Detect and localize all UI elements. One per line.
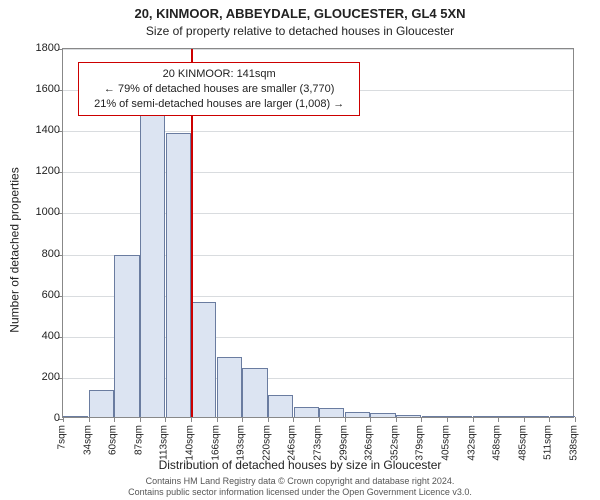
- ytick-label: 1600: [0, 83, 60, 95]
- xtick-mark: [498, 417, 499, 422]
- annotation-line3: 21% of semi-detached houses are larger (…: [87, 97, 351, 112]
- xtick-mark: [549, 417, 550, 422]
- histogram-bar: [473, 416, 498, 417]
- xtick-label: 220sqm: [261, 425, 272, 461]
- ytick-label: 1200: [0, 165, 60, 177]
- histogram-bar: [217, 357, 242, 417]
- ytick-label: 800: [0, 248, 60, 260]
- xtick-mark: [114, 417, 115, 422]
- xtick-label: 273sqm: [313, 425, 324, 461]
- xtick-label: 7sqm: [57, 425, 68, 449]
- xtick-mark: [217, 417, 218, 422]
- histogram-bar: [370, 413, 395, 417]
- xtick-mark: [345, 417, 346, 422]
- histogram-bar: [268, 395, 293, 417]
- xtick-label: 34sqm: [82, 425, 93, 455]
- ytick-label: 1800: [0, 42, 60, 54]
- annotation-line2: ← 79% of detached houses are smaller (3,…: [87, 82, 351, 97]
- histogram-bar: [524, 416, 549, 417]
- x-axis-label: Distribution of detached houses by size …: [0, 458, 600, 472]
- annotation-line1: 20 KINMOOR: 141sqm: [87, 67, 351, 82]
- histogram-bar: [319, 408, 344, 417]
- histogram-bar: [242, 368, 267, 417]
- ytick-label: 1000: [0, 206, 60, 218]
- footer-credits: Contains HM Land Registry data © Crown c…: [0, 476, 600, 498]
- xtick-mark: [165, 417, 166, 422]
- xtick-mark: [575, 417, 576, 422]
- xtick-mark: [473, 417, 474, 422]
- xtick-label: 458sqm: [492, 425, 503, 461]
- xtick-label: 113sqm: [159, 425, 170, 460]
- xtick-mark: [421, 417, 422, 422]
- gridline: [63, 49, 573, 50]
- xtick-label: 299sqm: [338, 425, 349, 461]
- xtick-label: 326sqm: [364, 425, 375, 461]
- xtick-label: 140sqm: [185, 425, 196, 461]
- xtick-mark: [447, 417, 448, 422]
- histogram-bar: [422, 416, 447, 417]
- title-sub: Size of property relative to detached ho…: [0, 24, 600, 38]
- histogram-bar: [63, 416, 88, 417]
- xtick-label: 511sqm: [543, 425, 554, 460]
- histogram-bar: [498, 416, 523, 417]
- xtick-label: 538sqm: [569, 425, 580, 461]
- annotation-box: 20 KINMOOR: 141sqm← 79% of detached hous…: [78, 62, 360, 117]
- ytick-label: 600: [0, 289, 60, 301]
- histogram-bar: [396, 415, 421, 417]
- xtick-mark: [396, 417, 397, 422]
- xtick-label: 352sqm: [389, 425, 400, 461]
- xtick-mark: [293, 417, 294, 422]
- xtick-label: 87sqm: [133, 425, 144, 455]
- xtick-label: 485sqm: [517, 425, 528, 461]
- xtick-mark: [191, 417, 192, 422]
- xtick-mark: [268, 417, 269, 422]
- histogram-bar: [114, 255, 139, 417]
- histogram-bar: [294, 407, 319, 417]
- histogram-bar: [550, 416, 575, 417]
- xtick-mark: [370, 417, 371, 422]
- histogram-bar: [345, 412, 370, 417]
- xtick-mark: [242, 417, 243, 422]
- plot-area: 20 KINMOOR: 141sqm← 79% of detached hous…: [62, 48, 574, 418]
- xtick-label: 405sqm: [441, 425, 452, 461]
- histogram-bar: [89, 390, 114, 417]
- xtick-label: 379sqm: [415, 425, 426, 461]
- title-main: 20, KINMOOR, ABBEYDALE, GLOUCESTER, GL4 …: [0, 6, 600, 21]
- xtick-mark: [319, 417, 320, 422]
- ytick-label: 1400: [0, 124, 60, 136]
- footer-line1: Contains HM Land Registry data © Crown c…: [0, 476, 600, 487]
- xtick-mark: [63, 417, 64, 422]
- xtick-label: 193sqm: [236, 425, 247, 461]
- xtick-mark: [524, 417, 525, 422]
- ytick-label: 0: [0, 412, 60, 424]
- histogram-bar: [166, 133, 191, 417]
- xtick-mark: [140, 417, 141, 422]
- xtick-label: 432sqm: [466, 425, 477, 461]
- footer-line2: Contains public sector information licen…: [0, 487, 600, 498]
- histogram-bar: [191, 302, 216, 417]
- ytick-label: 400: [0, 330, 60, 342]
- histogram-bar: [447, 416, 472, 417]
- ytick-label: 200: [0, 371, 60, 383]
- xtick-label: 60sqm: [108, 425, 119, 455]
- xtick-label: 246sqm: [287, 425, 298, 461]
- xtick-mark: [89, 417, 90, 422]
- xtick-label: 166sqm: [210, 425, 221, 461]
- histogram-bar: [140, 115, 165, 417]
